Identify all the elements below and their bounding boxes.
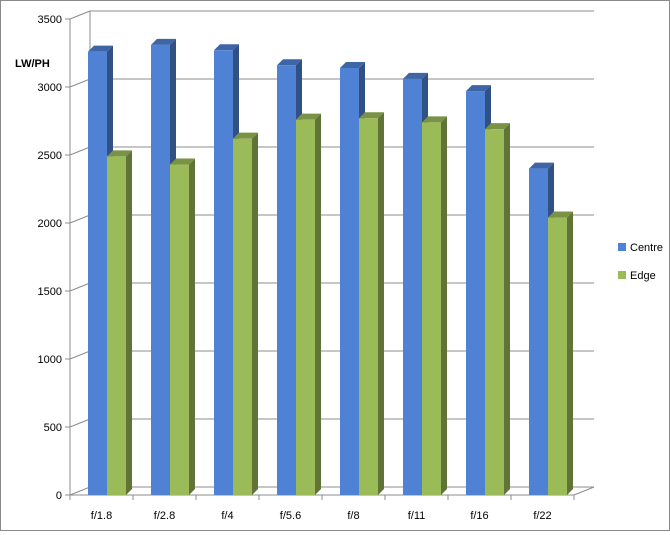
y-tick-label: 500 (44, 422, 62, 434)
bar-front (88, 51, 107, 495)
gridline-depth (69, 486, 91, 496)
bar-top (529, 162, 554, 169)
bar-top (151, 38, 176, 45)
bar-top (277, 59, 302, 66)
legend-label: Edge (630, 270, 656, 282)
legend-swatch (618, 271, 626, 279)
bar-edge (296, 113, 321, 495)
bar-top (296, 113, 321, 120)
bar-top (170, 158, 195, 165)
bar-front (296, 119, 315, 495)
bar-side (189, 158, 195, 495)
legend: Centre Edge (618, 242, 663, 282)
x-tick-label: f/22 (533, 510, 551, 522)
bar-top (340, 61, 365, 68)
gridline-depth (69, 214, 91, 224)
bar-front (107, 156, 126, 496)
bar-side (378, 112, 384, 495)
y-tick-label: 2000 (38, 218, 62, 230)
floor-right-edge (573, 486, 595, 496)
bar-side (126, 150, 132, 496)
gridline-depth (69, 10, 91, 20)
legend-swatch (618, 243, 626, 251)
x-tick-label: f/1.8 (91, 510, 112, 522)
x-tick-label: f/2.8 (154, 510, 175, 522)
legend-label: Centre (630, 242, 663, 254)
bar-side (441, 116, 447, 496)
bar-side (567, 211, 573, 495)
bar-front (233, 138, 252, 495)
bar-edge (422, 116, 447, 496)
bar-front (359, 118, 378, 495)
bar-front (277, 65, 296, 496)
y-tick-label: 2500 (38, 150, 62, 162)
bar-top (107, 150, 132, 157)
bar-top (485, 123, 510, 130)
gridlines (69, 10, 594, 496)
bar-edge (233, 132, 258, 495)
bar-side (252, 132, 258, 495)
bar-edge (170, 158, 195, 495)
y-tick-label: 3500 (38, 14, 62, 26)
bar-edge (359, 112, 384, 495)
legend-item-centre: Centre (618, 242, 663, 254)
x-tick-label: f/4 (221, 510, 233, 522)
y-tick-label: 3000 (38, 82, 62, 94)
y-tick-label: 1500 (38, 286, 62, 298)
bar-front (170, 164, 189, 495)
bar-front (422, 122, 441, 496)
bar-front (151, 44, 170, 496)
bar-top (88, 45, 113, 52)
bar-top (466, 85, 491, 92)
bar-front (340, 67, 359, 496)
bar-front (214, 50, 233, 495)
gridline-depth (69, 418, 91, 428)
bar-edge (107, 150, 132, 496)
y-axis-title: LW/PH (15, 58, 50, 70)
bar-side (504, 123, 510, 495)
bar-front (548, 217, 567, 495)
bar-front (485, 129, 504, 495)
bar-front (466, 91, 485, 495)
bar-top (422, 116, 447, 123)
bar-top (548, 211, 573, 218)
bar-front (529, 168, 548, 495)
x-tick-label: f/8 (347, 510, 359, 522)
gridline-depth (69, 78, 91, 88)
gridline-depth (69, 350, 91, 360)
bar-edge (485, 123, 510, 495)
bar-side (315, 113, 321, 495)
bar-edge (548, 211, 573, 495)
x-tick-label: f/11 (408, 510, 426, 522)
x-tick-label: f/16 (470, 510, 488, 522)
bars (88, 38, 573, 496)
legend-item-edge: Edge (618, 270, 656, 282)
gridline-depth (69, 146, 91, 156)
gridline-depth (69, 282, 91, 292)
tick-labels: 0 500 1000 1500 2000 2500 3000 3500 f/1.8 f/2.8 f/… (38, 14, 552, 522)
x-tick-label: f/5.6 (280, 510, 301, 522)
y-tick-label: 0 (56, 490, 62, 502)
bar-top (214, 44, 239, 51)
y-tick-label: 1000 (38, 354, 62, 366)
bar-top (359, 112, 384, 119)
axes (65, 11, 595, 500)
bar-top (403, 72, 428, 79)
bar-top (233, 132, 258, 139)
bar-front (403, 78, 422, 495)
